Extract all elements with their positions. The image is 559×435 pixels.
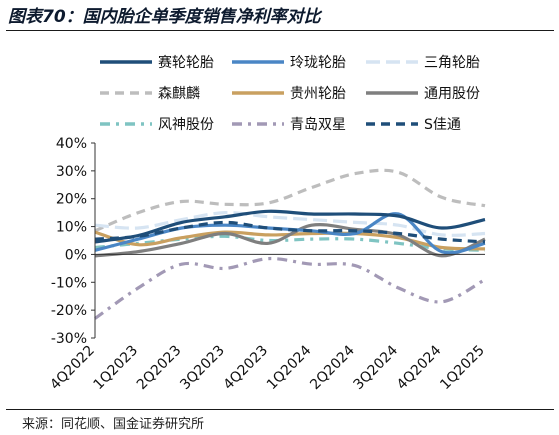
series-line-9 <box>94 220 486 244</box>
x-tick-label: 1Q2025 <box>437 343 488 394</box>
series-line-8 <box>94 256 486 320</box>
legend-label: 森麒麟 <box>158 86 200 102</box>
y-tick-label: 40% <box>56 136 87 152</box>
series-layer <box>94 168 486 320</box>
legend-label: 三角轮胎 <box>424 55 480 71</box>
y-tick-label: 30% <box>56 164 87 180</box>
chart-title: 图表70：国内胎企单季度销售净利率对比 <box>8 7 321 27</box>
legend-label: 赛轮轮胎 <box>158 55 214 71</box>
y-tick-label: 10% <box>56 220 87 236</box>
title-divider <box>6 30 554 31</box>
x-tick-label: 1Q2023 <box>91 343 142 394</box>
x-tick-label: 3Q2024 <box>351 342 402 393</box>
x-tick-label: 2Q2024 <box>307 342 358 393</box>
y-tick-label: -30% <box>51 331 87 347</box>
y-tick-label: 20% <box>56 192 87 208</box>
legend-label: S佳通 <box>424 117 461 133</box>
x-tick-label: 1Q2024 <box>264 342 315 393</box>
series-line-6 <box>94 223 486 258</box>
legend-label: 青岛双星 <box>290 117 346 133</box>
y-tick-label: -20% <box>51 303 87 319</box>
series-line-4 <box>94 168 486 233</box>
legend-label: 风神股份 <box>158 117 214 133</box>
x-tick-label: 4Q2022 <box>47 343 98 394</box>
series-line-1 <box>94 209 486 244</box>
x-tick-label: 4Q2024 <box>394 342 445 393</box>
y-tick-label: 0% <box>65 247 87 263</box>
source-divider <box>6 409 554 410</box>
axes: -30%-20%-10%0%10%20%30%40%4Q20221Q20232Q… <box>47 136 488 393</box>
legend-label: 玲珑轮胎 <box>290 55 346 71</box>
source-note: 来源：同花顺、国金证券研究所 <box>22 417 205 432</box>
x-tick-label: 3Q2023 <box>177 343 228 394</box>
legend-label: 贵州轮胎 <box>290 86 346 102</box>
x-tick-label: 2Q2023 <box>134 343 185 394</box>
y-tick-label: -10% <box>51 275 87 291</box>
legend-label: 通用股份 <box>424 86 480 102</box>
x-tick-label: 4Q2023 <box>221 343 272 394</box>
